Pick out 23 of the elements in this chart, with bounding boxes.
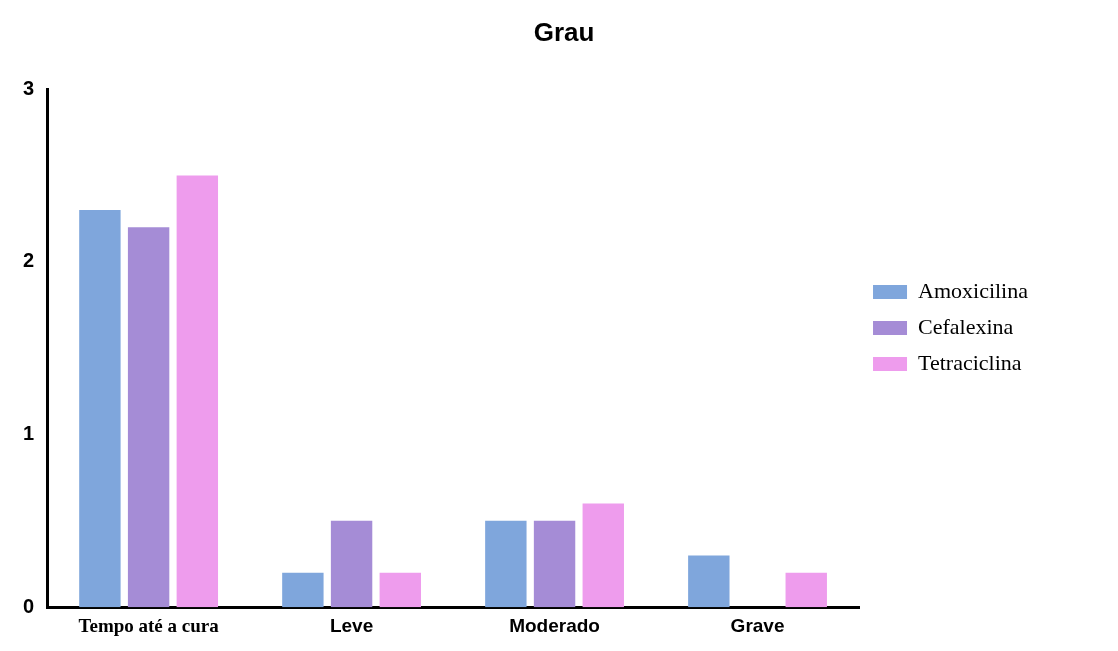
y-tick-label: 1 bbox=[23, 422, 35, 445]
y-tick-label: 2 bbox=[23, 249, 35, 272]
legend-label: Cefalexina bbox=[918, 313, 1014, 339]
y-tick-label: 3 bbox=[23, 76, 35, 99]
x-tick-label: Moderado bbox=[509, 614, 600, 636]
bar bbox=[79, 210, 121, 608]
legend-label: Amoxicilina bbox=[918, 277, 1029, 303]
chart-title: Grau bbox=[533, 16, 595, 47]
y-tick-label: 0 bbox=[23, 594, 35, 617]
bar bbox=[379, 572, 421, 608]
bar bbox=[330, 520, 373, 608]
bar bbox=[688, 555, 730, 608]
x-tick-label: Tempo até a cura bbox=[78, 614, 220, 636]
bar bbox=[785, 572, 827, 608]
legend-label: Tetraciclina bbox=[918, 349, 1022, 375]
bar bbox=[127, 227, 170, 608]
bar bbox=[282, 572, 324, 608]
x-tick-label: Leve bbox=[329, 614, 374, 636]
x-tick-label: Grave bbox=[730, 614, 785, 636]
bar bbox=[533, 520, 576, 608]
bar bbox=[485, 520, 527, 608]
bar bbox=[176, 175, 219, 608]
bar bbox=[582, 503, 624, 608]
